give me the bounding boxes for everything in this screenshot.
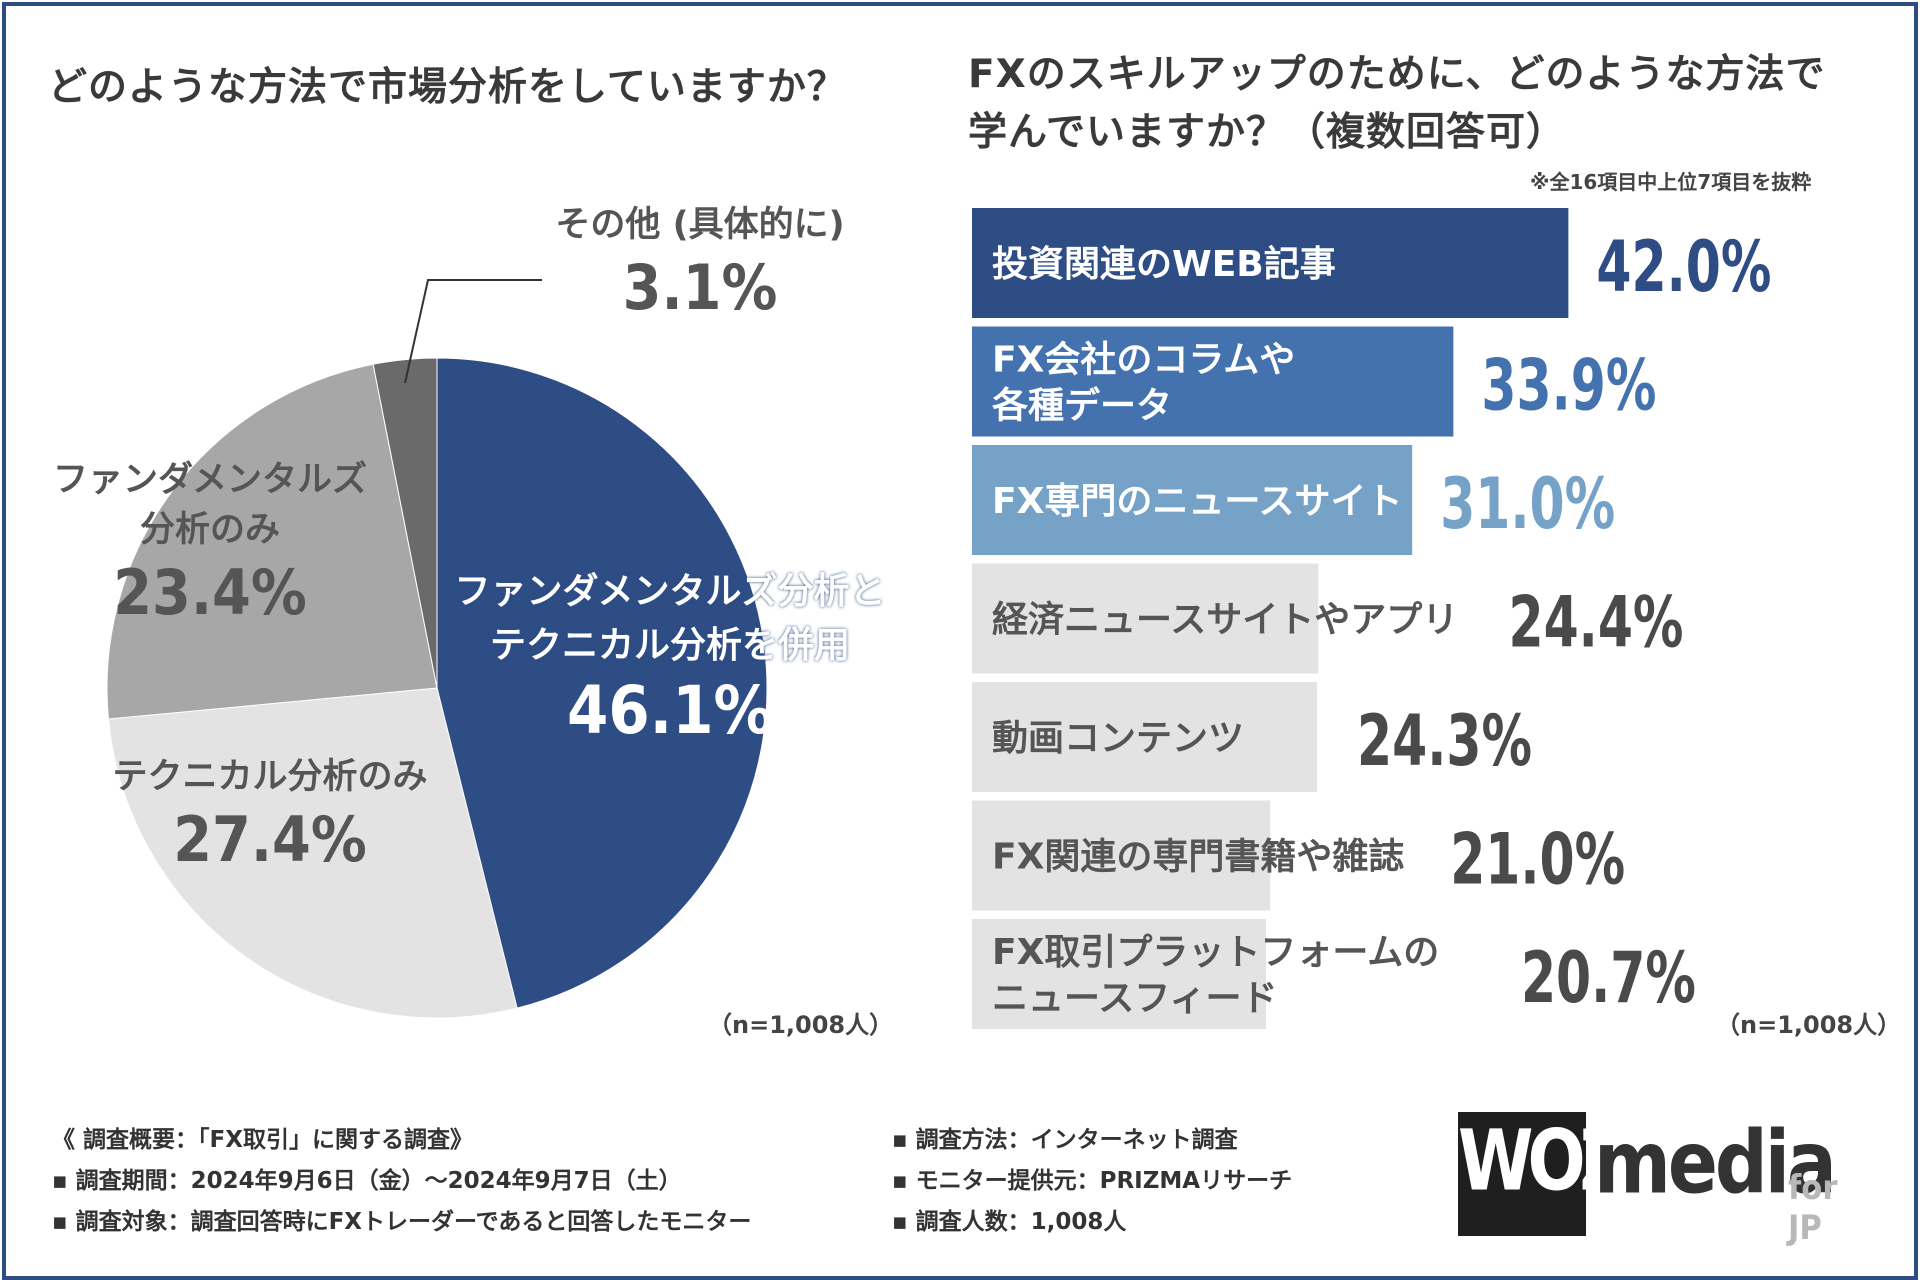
bar-label-4: 経済ニュースサイトやアプリ <box>992 600 1458 641</box>
bar-7 <box>972 919 1266 1029</box>
bar-value-7: 20.7% <box>1521 937 1696 1019</box>
pie-label-fundamental-line1: ファンダメンタルズ <box>53 460 367 500</box>
bar-value-4: 24.4% <box>1508 582 1683 664</box>
pie-chart-title: どのような方法で市場分析をしていますか？ <box>48 65 847 110</box>
bar-label-2-line1: FX会社のコラムや <box>992 340 1295 381</box>
bar-value-1: 42.0% <box>1596 226 1771 308</box>
logo-media-text: media <box>1594 1113 1837 1214</box>
pie-value-combined: 46.1% <box>567 672 773 749</box>
bar-3 <box>972 445 1413 555</box>
pie-leader-line-other <box>404 279 542 384</box>
bar-label-5: 動画コンテンツ <box>992 718 1244 759</box>
bar-chart-title-line1: FXのスキルアップのために、どのような方法で <box>968 52 1826 97</box>
bar-chart-title-line2: 学んでいますか？（複数回答可） <box>968 110 1567 155</box>
pie-label-technical-text: テクニカル分析のみ <box>112 757 428 797</box>
survey-provider: ▪ モニター提供元：PRIZMAリサーチ <box>892 1168 1293 1194</box>
survey-heading: 《 調査概要：「FX取引」に関する調査》 <box>52 1127 473 1153</box>
bar-5 <box>972 682 1318 792</box>
survey-summary-right: ▪ 調査方法：インターネット調査 ▪ モニター提供元：PRIZMAリサーチ ▪ … <box>892 1120 1292 1243</box>
bar-label-6: FX関連の専門書籍や雑誌 <box>992 836 1404 878</box>
bar-label-7-line2: ニュースフィード <box>992 978 1277 1019</box>
pie-label-fundamental: ファンダメンタルズ 分析のみ 23.4% <box>20 455 400 631</box>
survey-target: ▪ 調査対象：調査回答時にFXトレーダーであると回答したモニター <box>52 1209 752 1235</box>
bar-4 <box>972 563 1319 674</box>
pie-slice-technical <box>107 687 518 1019</box>
pie-label-combined: ファンダメンタルズ分析と テクニカル分析を併用 46.1% <box>430 565 910 749</box>
pie-label-technical: テクニカル分析のみ 27.4% <box>80 752 460 878</box>
survey-method: ▪ 調査方法：インターネット調査 <box>892 1127 1238 1153</box>
bar-1 <box>972 208 1569 318</box>
bar-value-3: 31.0% <box>1440 463 1615 545</box>
bar-2 <box>972 326 1454 437</box>
pie-label-combined-line1: ファンダメンタルズ分析と <box>454 571 886 612</box>
bar-label-2-line2: 各種データ <box>992 385 1172 427</box>
bar-label-7-line1: FX取引プラットフォームの <box>992 932 1439 973</box>
pie-value-fundamental: 23.4% <box>113 556 307 629</box>
bar-sample-note: （n=1,008人） <box>1716 1011 1902 1039</box>
pie-label-fundamental-line2: 分析のみ <box>139 510 280 550</box>
logo-woz-text: WOZ <box>1458 1111 1629 1210</box>
bar-chart-note: ※全16項目中上位7項目を抜粋 <box>1530 170 1812 194</box>
logo-forjp-text: for JP <box>1788 1168 1838 1248</box>
bar-6 <box>972 800 1271 911</box>
survey-period: ▪ 調査期間：2024年9月6日（金）～2024年9月7日（土） <box>52 1168 682 1194</box>
pie-slice-fundamental <box>106 363 438 720</box>
logo-box <box>1458 1112 1586 1236</box>
pie-value-technical: 27.4% <box>173 803 367 876</box>
pie-label-combined-line2: テクニカル分析を併用 <box>489 625 850 666</box>
bar-value-2: 33.9% <box>1481 345 1656 427</box>
bar-label-1: 投資関連のWEB記事 <box>992 244 1336 285</box>
pie-slice-combined <box>436 357 768 1009</box>
woz-media-logo: WOZ media for JP <box>1458 1111 1860 1248</box>
pie-label-other: その他 (具体的に) 3.1% <box>500 200 900 326</box>
pie-value-other: 3.1% <box>622 251 778 324</box>
bar-value-6: 21.0% <box>1450 819 1625 901</box>
pie-label-other-text: その他 (具体的に) <box>555 205 845 245</box>
survey-summary-left: 《 調査概要：「FX取引」に関する調査》 ▪ 調査期間：2024年9月6日（金）… <box>52 1120 751 1243</box>
survey-count: ▪ 調査人数：1,008人 <box>892 1209 1127 1235</box>
bar-value-5: 24.3% <box>1357 700 1532 782</box>
pie-sample-note: （n=1,008人） <box>708 1011 894 1039</box>
bar-chart-title: FXのスキルアップのために、どのような方法で 学んでいますか？（複数回答可） <box>968 46 1826 162</box>
pie-slice-other <box>372 357 438 689</box>
bar-label-3: FX専門のニュースサイト <box>992 481 1403 522</box>
